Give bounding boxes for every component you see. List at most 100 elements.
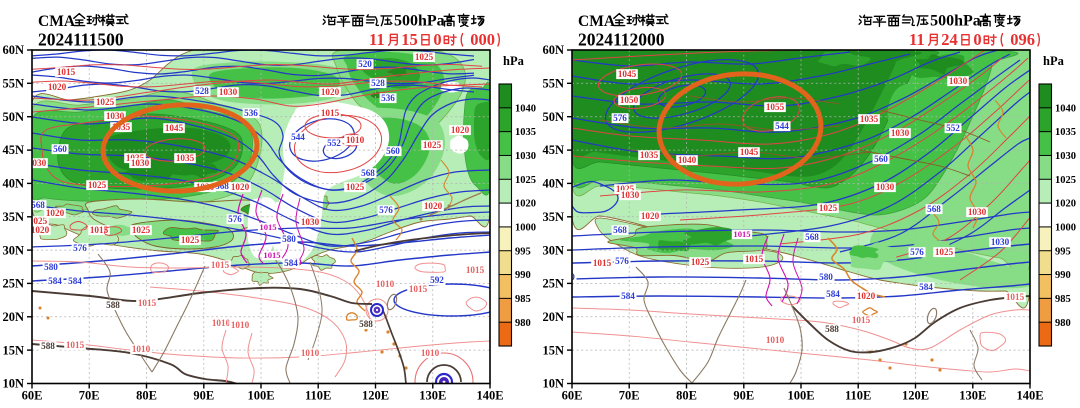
svg-text:25N: 25N — [2, 277, 24, 291]
svg-text:1010: 1010 — [376, 279, 395, 289]
svg-text:1035: 1035 — [640, 150, 659, 160]
svg-text:1020: 1020 — [31, 225, 50, 235]
svg-text:1010: 1010 — [766, 335, 785, 345]
svg-text:CMA: CMA — [38, 13, 76, 30]
svg-text:576: 576 — [615, 256, 629, 266]
svg-text:1020: 1020 — [321, 87, 340, 97]
svg-text:1025: 1025 — [935, 247, 954, 257]
svg-text:536: 536 — [244, 108, 258, 118]
svg-text:30N: 30N — [2, 243, 24, 257]
svg-text:2024112000: 2024112000 — [578, 30, 665, 50]
svg-text:980: 980 — [515, 318, 531, 329]
svg-text:560: 560 — [53, 144, 67, 154]
svg-text:0: 0 — [433, 30, 441, 49]
svg-text:985: 985 — [1055, 294, 1071, 305]
svg-text:1020: 1020 — [451, 125, 470, 135]
svg-text:130E: 130E — [959, 389, 986, 403]
svg-text:140E: 140E — [476, 389, 503, 403]
svg-text:1015: 1015 — [259, 222, 276, 232]
svg-text:1035: 1035 — [860, 114, 879, 124]
svg-text:50N: 50N — [542, 110, 564, 124]
svg-text:1035: 1035 — [176, 153, 195, 163]
svg-text:1045: 1045 — [740, 147, 759, 157]
svg-text:24: 24 — [941, 30, 958, 49]
svg-text:568: 568 — [927, 204, 941, 214]
svg-text:1015: 1015 — [593, 258, 612, 268]
svg-text:528: 528 — [195, 86, 209, 96]
svg-text:1015: 1015 — [733, 229, 750, 239]
svg-text:096: 096 — [1010, 30, 1035, 49]
svg-text:528: 528 — [371, 78, 385, 88]
svg-text:1025: 1025 — [132, 225, 151, 235]
svg-text:568: 568 — [31, 200, 45, 210]
svg-text:140E: 140E — [1016, 389, 1043, 403]
svg-text:60E: 60E — [22, 389, 43, 403]
svg-text:568: 568 — [613, 225, 627, 235]
svg-text:100E: 100E — [787, 389, 814, 403]
svg-text:1030: 1030 — [515, 151, 536, 162]
svg-text:576: 576 — [379, 205, 393, 215]
svg-text:120E: 120E — [902, 389, 929, 403]
svg-text:hPa: hPa — [1043, 54, 1065, 68]
svg-text:1035: 1035 — [126, 153, 145, 163]
svg-text:1030: 1030 — [1055, 151, 1076, 162]
svg-text:1030: 1030 — [28, 158, 47, 168]
svg-text:45N: 45N — [2, 143, 24, 157]
svg-text:15: 15 — [401, 30, 418, 49]
svg-text:1025: 1025 — [181, 235, 200, 245]
svg-text:588: 588 — [825, 324, 839, 334]
svg-text:985: 985 — [515, 294, 531, 305]
svg-text:568: 568 — [361, 168, 375, 178]
svg-text:1040: 1040 — [1055, 103, 1076, 114]
svg-text:1015: 1015 — [409, 284, 428, 294]
svg-text:1025: 1025 — [691, 257, 710, 267]
svg-text:544: 544 — [291, 132, 305, 142]
svg-text:1040: 1040 — [678, 155, 697, 165]
svg-text:11: 11 — [909, 30, 925, 49]
svg-text:560: 560 — [386, 146, 400, 156]
svg-text:15N: 15N — [2, 343, 24, 357]
svg-text:1045: 1045 — [165, 123, 184, 133]
svg-text:584: 584 — [284, 258, 298, 268]
svg-text:1015: 1015 — [138, 298, 157, 308]
svg-text:40N: 40N — [2, 177, 24, 191]
svg-text:500hPa: 500hPa — [930, 13, 981, 30]
svg-text:90E: 90E — [733, 389, 754, 403]
svg-text:584: 584 — [826, 289, 840, 299]
svg-text:1000: 1000 — [515, 223, 536, 234]
svg-text:584: 584 — [68, 276, 82, 286]
svg-text:100E: 100E — [247, 389, 274, 403]
svg-text:10N: 10N — [2, 377, 24, 391]
svg-text:1015: 1015 — [57, 67, 76, 77]
svg-text:20N: 20N — [542, 310, 564, 324]
svg-text:70E: 70E — [79, 389, 100, 403]
svg-text:130E: 130E — [419, 389, 446, 403]
svg-text:1030: 1030 — [621, 190, 640, 200]
svg-text:10N: 10N — [542, 377, 564, 391]
svg-text:584: 584 — [621, 291, 635, 301]
svg-text:1015: 1015 — [321, 108, 340, 118]
svg-text:588: 588 — [359, 319, 373, 329]
svg-text:588: 588 — [106, 300, 120, 310]
svg-text:584: 584 — [48, 276, 62, 286]
svg-text:15N: 15N — [542, 343, 564, 357]
svg-text:60N: 60N — [2, 43, 24, 57]
svg-text:1010: 1010 — [231, 320, 250, 330]
svg-text:580: 580 — [44, 262, 58, 272]
svg-text:60N: 60N — [542, 43, 564, 57]
svg-text:990: 990 — [1055, 270, 1071, 281]
svg-text:1010: 1010 — [421, 348, 440, 358]
svg-text:576: 576 — [228, 214, 242, 224]
svg-text:1015: 1015 — [1006, 292, 1025, 302]
svg-text:1010: 1010 — [346, 135, 365, 145]
svg-text:1025: 1025 — [616, 184, 635, 194]
svg-text:544: 544 — [775, 121, 789, 131]
svg-text:1015: 1015 — [90, 225, 109, 235]
svg-text:576: 576 — [910, 247, 924, 257]
svg-text:560: 560 — [874, 154, 888, 164]
svg-text:990: 990 — [515, 270, 531, 281]
svg-text:1020: 1020 — [857, 291, 876, 301]
svg-text:1010: 1010 — [132, 344, 151, 354]
svg-text:11: 11 — [369, 30, 385, 49]
svg-text:1030: 1030 — [301, 217, 320, 227]
